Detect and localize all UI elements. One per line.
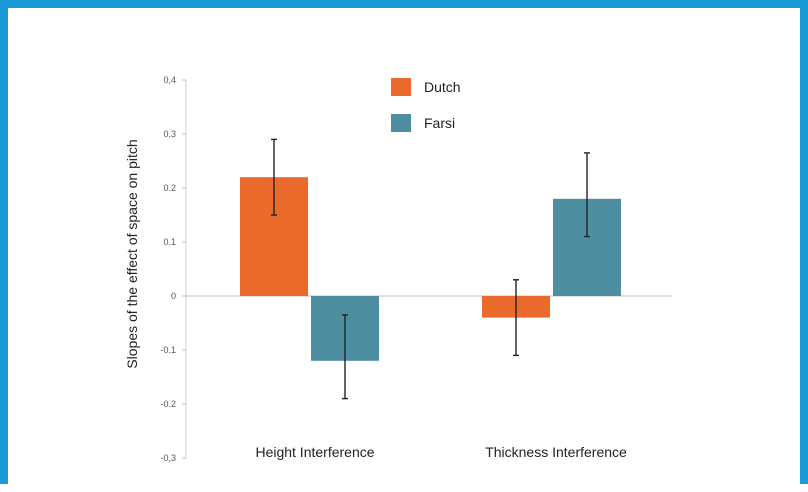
y-tick-label: -0,3 (160, 453, 176, 463)
error-bar-farsi-1 (342, 314, 348, 400)
x-category-label: Thickness Interference (485, 444, 627, 460)
y-tick-label: 0,4 (163, 75, 176, 85)
error-bar-dutch-1 (271, 138, 277, 216)
legend-swatch (391, 114, 411, 132)
x-category-label: Height Interference (255, 444, 374, 460)
legend-entry-farsi: Farsi (391, 114, 455, 132)
legend-label: Farsi (424, 115, 455, 131)
y-axis-label: Slopes of the effect of space on pitch (124, 139, 140, 368)
bar-chart: 0,4 0.3 0.2 0.1 0 -0.1 -0.2 -0,3 Height Interfe… (124, 75, 672, 463)
legend-label: Dutch (424, 79, 461, 95)
legend-swatch (391, 78, 411, 96)
y-tick-label: 0.3 (163, 129, 176, 139)
error-bar-dutch-2 (513, 279, 519, 357)
error-bar-farsi-2 (584, 152, 590, 238)
y-tick-label: 0 (171, 291, 176, 301)
y-tick-label: 0.1 (163, 237, 176, 247)
y-tick-label: -0.2 (160, 399, 176, 409)
legend-entry-dutch: Dutch (391, 78, 461, 96)
y-tick-label: -0.1 (160, 345, 176, 355)
y-tick-label: 0.2 (163, 183, 176, 193)
